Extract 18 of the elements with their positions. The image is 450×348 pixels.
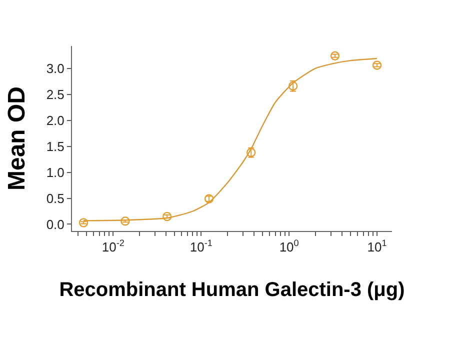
point: [372, 60, 382, 70]
y-axis-title: Mean OD: [3, 86, 30, 191]
x-axis-title: Recombinant Human Galectin-3 (μg): [59, 279, 405, 302]
point: [78, 218, 88, 228]
point: [330, 51, 340, 60]
y-tick-label: 2.5: [46, 86, 64, 102]
point: [162, 212, 172, 222]
y-tick-label: 1.5: [46, 138, 64, 154]
x-tick-label: 10$^{1}$: [367, 238, 387, 255]
y-tick-label: 2.0: [46, 112, 64, 128]
y-tick-label: 0.0: [46, 216, 64, 232]
x-tick-label: 10$^{0}$: [279, 238, 299, 255]
y-tick-label: 0.5: [46, 190, 64, 206]
y-tick-label: 3.0: [46, 60, 64, 76]
x-tick-label: 10$^{-1}$: [190, 238, 212, 255]
point: [120, 216, 130, 226]
x-tick-label: 10$^{-2}$: [102, 238, 124, 255]
y-tick-label: 1.0: [46, 164, 64, 180]
